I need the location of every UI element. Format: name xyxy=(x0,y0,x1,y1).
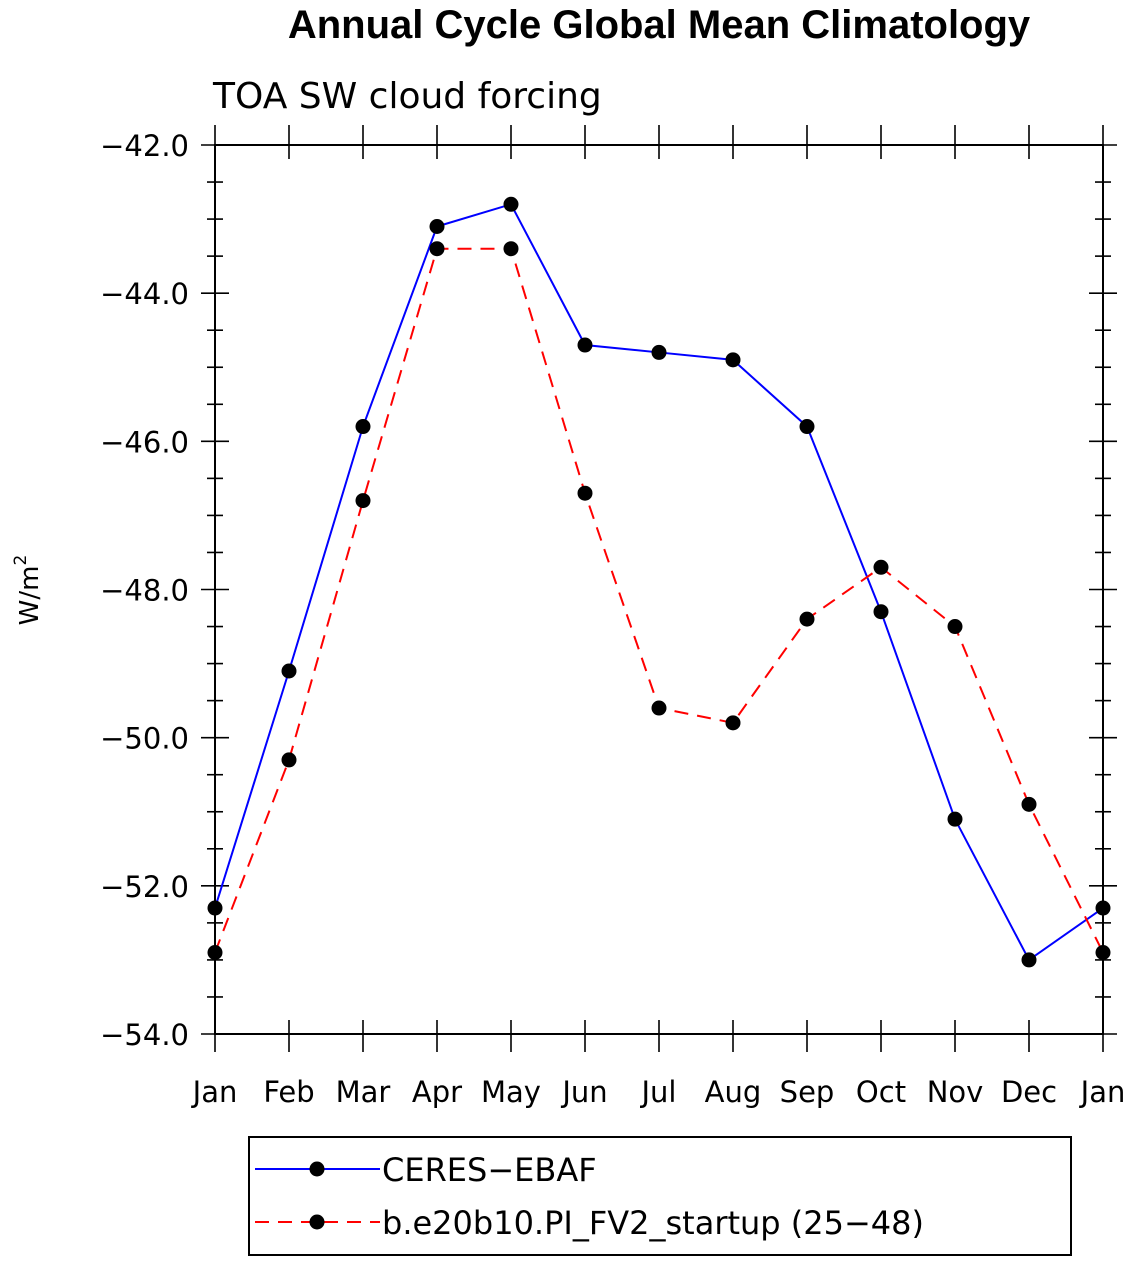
series-1-point xyxy=(1095,900,1111,916)
series-1-point xyxy=(725,352,741,368)
y-tick-label: −48.0 xyxy=(100,574,189,608)
series-1-point xyxy=(281,663,297,679)
x-tick-label: Sep xyxy=(780,1075,835,1109)
y-tick-label: −52.0 xyxy=(100,870,189,904)
series-1-point xyxy=(947,811,963,827)
series-1-point xyxy=(651,344,667,360)
y-tick-label: −44.0 xyxy=(100,277,189,311)
legend-marker-1 xyxy=(309,1161,325,1177)
x-tick-label: Oct xyxy=(856,1075,906,1109)
legend-label-1: CERES−EBAF xyxy=(382,1151,597,1189)
y-axis-label-superscript: 2 xyxy=(11,555,31,566)
chart-subtitle: TOA SW cloud forcing xyxy=(212,76,602,117)
legend-marker-2 xyxy=(309,1214,325,1230)
y-axis-label-base: W/m xyxy=(15,566,45,626)
series-1-point xyxy=(355,419,371,435)
series-2-point xyxy=(207,945,223,961)
x-tick-label: Jul xyxy=(640,1075,677,1109)
series-2-point xyxy=(281,752,297,768)
series-2-point xyxy=(651,700,667,716)
series-line-1 xyxy=(214,203,1104,962)
svg-text:W/m2: W/m2 xyxy=(11,555,45,626)
series-2-point xyxy=(799,611,815,627)
x-tick-label: Aug xyxy=(705,1075,762,1109)
x-tick-label: Nov xyxy=(927,1075,984,1109)
series-2-point xyxy=(503,241,519,257)
series-1-point xyxy=(873,604,889,620)
series-2-point xyxy=(947,619,963,635)
legend-label-2: b.e20b10.PI_FV2_startup (25−48) xyxy=(382,1204,924,1242)
chart-title: Annual Cycle Global Mean Climatology xyxy=(288,3,1031,47)
series-1-point xyxy=(799,419,815,435)
x-tick-label: May xyxy=(481,1075,541,1109)
plot-area: −54.0 −52.0 −50.0 −48.0 −46.0 −44.0 −42.0 Jan Fe… xyxy=(100,125,1125,1109)
y-tick-label: −42.0 xyxy=(100,129,189,163)
series-2-point xyxy=(873,559,889,575)
series-1-point xyxy=(429,218,445,234)
y-tick-label: −50.0 xyxy=(100,722,189,756)
series-2-point xyxy=(577,485,593,501)
x-tick-label: Apr xyxy=(412,1075,462,1109)
series-2-point xyxy=(355,493,371,509)
series-2-point xyxy=(725,715,741,731)
x-tick-label: Dec xyxy=(1001,1075,1057,1109)
x-tick-label: Jan xyxy=(191,1075,238,1109)
x-tick-label: Jun xyxy=(560,1075,607,1109)
x-tick-label: Feb xyxy=(263,1075,314,1109)
series-2-point xyxy=(1021,796,1037,812)
legend-box xyxy=(248,1136,1072,1256)
x-tick-label: Mar xyxy=(336,1075,391,1109)
y-tick-label: −46.0 xyxy=(100,425,189,459)
series-2-point xyxy=(429,241,445,257)
series-1-point xyxy=(1021,952,1037,968)
y-axis-label: W/m2 xyxy=(11,555,45,626)
y-tick-label: −54.0 xyxy=(100,1018,189,1052)
series-1-point xyxy=(503,196,519,212)
series-1-point xyxy=(207,900,223,916)
legend: CERES−EBAF b.e20b10.PI_FV2_startup (25−48… xyxy=(248,1136,1072,1256)
series-2-point xyxy=(1095,945,1111,961)
x-tick-label: Jan xyxy=(1079,1075,1126,1109)
series-1-point xyxy=(577,337,593,353)
plot-frame xyxy=(214,144,1104,1035)
